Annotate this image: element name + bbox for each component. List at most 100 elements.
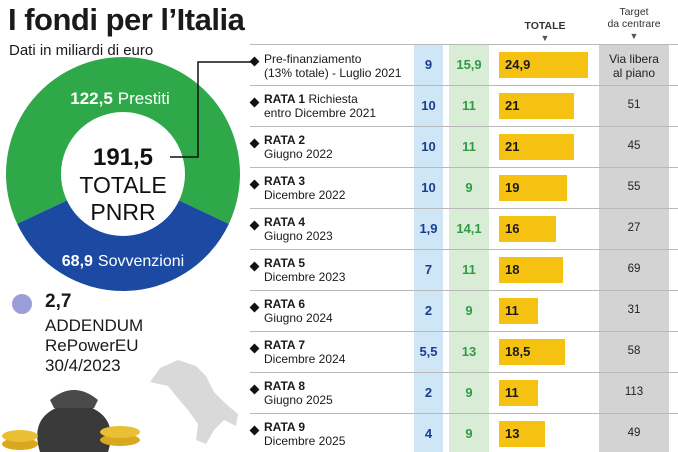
italy-map-icon <box>150 360 238 444</box>
column-header-target: Target da centrare ▼ <box>594 6 674 42</box>
row-separator <box>250 249 678 250</box>
addendum-line3: 30/4/2023 <box>45 356 121 375</box>
page-subtitle: Dati in miliardi di euro <box>9 42 154 59</box>
total-bar <box>499 421 545 447</box>
money-bag-icon <box>2 390 140 452</box>
total-bar <box>499 298 538 324</box>
total-bar <box>499 52 588 78</box>
chevron-down-icon: ▼ <box>540 33 550 43</box>
row-label-line2: Giugno 2025 <box>264 393 333 407</box>
target-value: 51 <box>627 99 641 111</box>
target-value: Via libera al piano <box>609 52 659 80</box>
total-value: 21 <box>505 98 520 113</box>
addendum-line2: RePowerEU <box>45 336 139 355</box>
row-separator <box>250 208 678 209</box>
target-value: 69 <box>627 263 641 275</box>
total-value: 18,5 <box>505 344 531 359</box>
row-label-line1: RATA 1 Richiesta <box>264 92 358 106</box>
addendum-line1: ADDENDUM <box>45 316 144 335</box>
prestiti-value: 9 <box>465 180 473 195</box>
row-label-line2: entro Dicembre 2021 <box>264 106 377 120</box>
row-separator <box>250 413 678 414</box>
total-value: 21 <box>505 139 520 154</box>
row-separator <box>250 290 678 291</box>
row-label-line1: RATA 6 <box>264 297 306 311</box>
row-label-line2: Dicembre 2023 <box>264 270 346 284</box>
prestiti-label: 122,5 Prestiti <box>70 89 170 108</box>
row-separator <box>250 126 678 127</box>
page-title: I fondi per l’Italia <box>8 2 245 37</box>
connector-line <box>170 61 255 158</box>
target-value: 27 <box>627 222 641 234</box>
total-label-line1: TOTALE <box>79 172 166 198</box>
column-header-totale: TOTALE ▼ <box>515 20 575 44</box>
prestiti-value: 11 <box>462 262 476 277</box>
total-value: 13 <box>505 426 520 441</box>
row-label-line2: Giugno 2022 <box>264 147 333 161</box>
prestiti-value: 11 <box>462 139 476 154</box>
addendum-dot <box>12 294 32 314</box>
total-value: 191,5 <box>93 144 153 171</box>
row-label-line1: RATA 3 <box>264 174 306 188</box>
total-value: 18 <box>505 262 520 277</box>
row-label-line1: RATA 7 <box>264 338 306 352</box>
total-bar <box>499 257 563 283</box>
donut-hole <box>61 112 185 236</box>
chevron-down-icon: ▼ <box>629 31 639 41</box>
prestiti-column-band <box>449 44 489 452</box>
prestiti-value: 13 <box>461 344 477 359</box>
sovvenzioni-value: 2 <box>424 385 433 400</box>
total-bar <box>499 216 556 242</box>
addendum-value: 2,7 <box>45 291 72 312</box>
prestiti-value: 11 <box>462 98 476 113</box>
sovvenzioni-value: 9 <box>424 57 433 72</box>
target-value: 49 <box>627 427 641 439</box>
target-value: 55 <box>627 181 641 193</box>
row-separator <box>250 331 678 332</box>
row-separator <box>250 372 678 373</box>
row-label-line1: RATA 5 <box>264 256 306 270</box>
sovvenzioni-label: 68,9 Sovvenzioni <box>62 253 184 270</box>
sovvenzioni-value: 1,9 <box>419 221 438 236</box>
total-label-line2: PNRR <box>90 199 155 225</box>
total-value: 24,9 <box>505 57 531 72</box>
prestiti-value: 9 <box>465 303 473 318</box>
target-value: 45 <box>627 140 641 152</box>
row-label-line2: (13% totale) - Luglio 2021 <box>264 66 402 80</box>
row-label-line1: RATA 8 <box>264 379 306 393</box>
total-value: 19 <box>505 180 520 195</box>
target-value: 58 <box>627 345 641 357</box>
sovvenzioni-value: 10 <box>421 139 436 154</box>
row-label-line1: RATA 4 <box>264 215 306 229</box>
total-bar <box>499 134 574 160</box>
target-column-band <box>599 44 669 452</box>
row-label-line1: RATA 2 <box>264 133 306 147</box>
row-label-line2: Dicembre 2022 <box>264 188 346 202</box>
row-label-line2: Dicembre 2024 <box>264 352 346 366</box>
total-bar <box>499 380 538 406</box>
total-value: 11 <box>505 385 519 400</box>
prestiti-value: 9 <box>465 385 473 400</box>
sovvenzioni-value: 2 <box>424 303 433 318</box>
sovvenzioni-value: 7 <box>424 262 433 277</box>
sovvenzioni-value: 5,5 <box>419 344 438 359</box>
target-value: 113 <box>624 386 644 398</box>
row-label-line2: Dicembre 2025 <box>264 434 346 448</box>
row-label-line2: Giugno 2024 <box>264 311 333 325</box>
total-value: 11 <box>505 303 519 318</box>
total-bar <box>499 93 574 119</box>
row-separator <box>250 85 678 86</box>
prestiti-value: 9 <box>465 426 473 441</box>
sovvenzioni-value: 10 <box>421 98 436 113</box>
sovvenzioni-value: 10 <box>421 180 436 195</box>
row-label-line1: RATA 9 <box>264 420 306 434</box>
row-label-line2: Giugno 2023 <box>264 229 333 243</box>
row-separator <box>250 167 678 168</box>
row-label-line1: Pre-finanziamento <box>264 52 362 66</box>
total-value: 16 <box>505 221 520 236</box>
prestiti-value: 14,1 <box>456 221 482 236</box>
sovvenzioni-column-band <box>414 44 443 452</box>
prestiti-value: 15,9 <box>456 57 482 72</box>
sovvenzioni-value: 4 <box>424 426 433 441</box>
total-bar <box>499 339 565 365</box>
